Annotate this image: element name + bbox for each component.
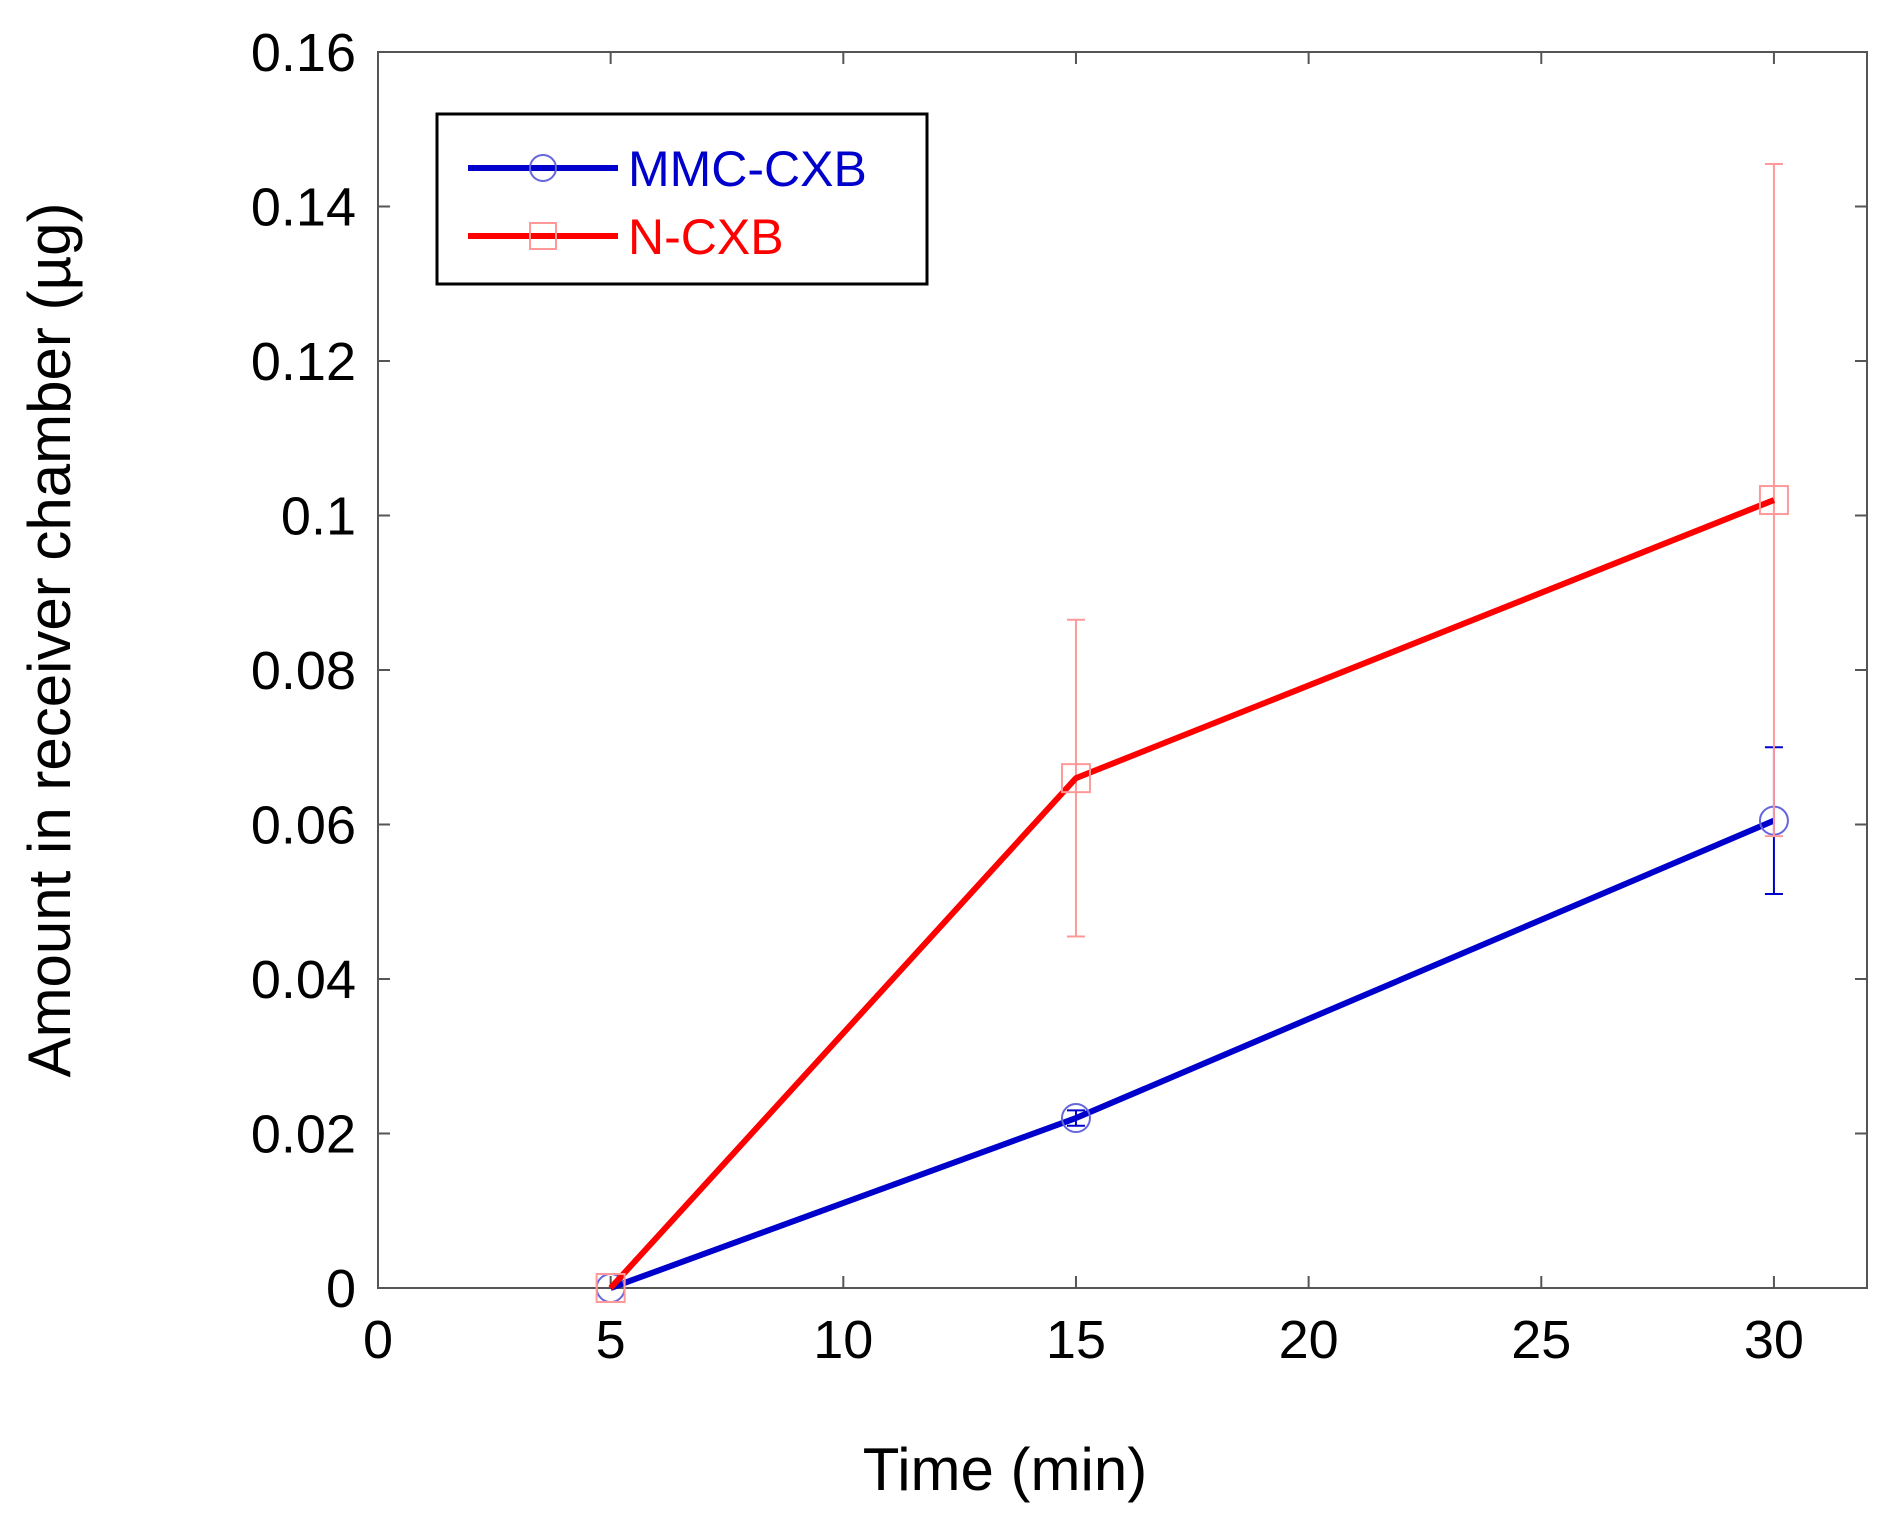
series-line-n-cxb (608, 497, 1776, 1291)
axis-ticks: 0 5 10 15 20 25 30 0 0.02 0.04 0.06 0.08 0.1 0.12 0.14… (251, 23, 1867, 1370)
legend-box (435, 112, 929, 286)
x-tick-label: 20 (1279, 1310, 1339, 1370)
y-tick-label: 0.16 (251, 23, 356, 83)
y-tick-label: 0.1 (281, 487, 356, 547)
x-tick-label: 10 (813, 1310, 873, 1370)
legend-marker-n-cxb (529, 222, 557, 250)
x-tick-label: 30 (1744, 1310, 1804, 1370)
x-tick-label: 5 (596, 1310, 626, 1370)
legend-marker-mmc-cxb (529, 154, 557, 182)
x-tick-label: 0 (363, 1310, 393, 1370)
y-axis-title: Amount in receiver chamber (µg) (16, 203, 83, 1078)
x-tick-label: 25 (1511, 1310, 1571, 1370)
legend: MMC-CXB N-CXB (435, 112, 929, 286)
y-tick-label: 0.08 (251, 641, 356, 701)
legend-label-n-cxb: N-CXB (628, 209, 784, 265)
y-tick-label: 0.02 (251, 1105, 356, 1165)
series-layer (595, 163, 1789, 1303)
data-point-n-cxb (595, 1273, 626, 1303)
data-point-n-cxb (1758, 485, 1789, 516)
y-tick-label: 0.12 (251, 332, 356, 392)
series-line-mmc-cxb (609, 817, 1776, 1291)
legend-label-mmc-cxb: MMC-CXB (628, 141, 867, 197)
data-point-n-cxb (1060, 763, 1091, 794)
y-tick-label: 0.04 (251, 950, 356, 1010)
data-point-mmc-cxb (1060, 1103, 1091, 1134)
x-axis-title: Time (min) (863, 1436, 1147, 1503)
x-tick-label: 15 (1046, 1310, 1106, 1370)
y-tick-label: 0.06 (251, 796, 356, 856)
y-tick-label: 0 (326, 1259, 356, 1319)
y-tick-label: 0.14 (251, 178, 356, 238)
